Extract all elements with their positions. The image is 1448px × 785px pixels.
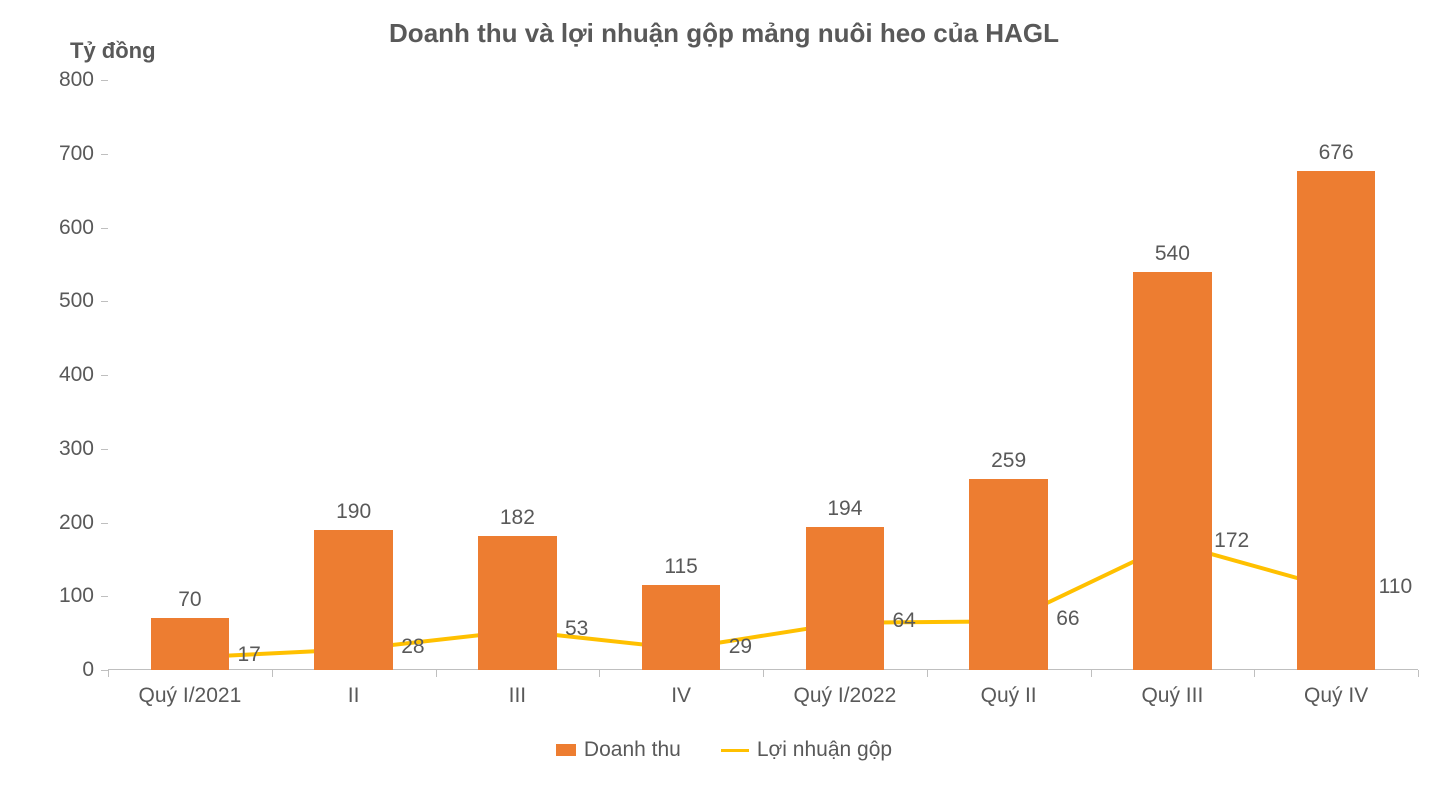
y-tick-label: 300 [59,437,94,461]
x-category-label: Quý II [981,684,1037,708]
bar [642,585,721,670]
x-category-label: Quý IV [1304,684,1368,708]
x-tick-mark [272,670,273,677]
bar-value-label: 182 [500,506,535,530]
y-tick-mark [101,449,108,450]
line-value-label: 66 [1056,607,1079,631]
x-category-label: IV [671,684,691,708]
bar [806,527,885,670]
y-tick-mark [101,670,108,671]
y-tick-mark [101,375,108,376]
line-value-label: 110 [1379,575,1412,599]
bar [151,618,230,670]
bar-value-label: 115 [664,555,697,579]
y-tick-label: 400 [59,363,94,387]
bar [314,530,393,670]
x-tick-mark [599,670,600,677]
y-tick-label: 500 [59,289,94,313]
y-axis-unit: Tỷ đồng [70,38,156,64]
line-value-label: 17 [237,643,260,667]
bar-value-label: 70 [178,588,201,612]
bar [969,479,1048,670]
plot-area [108,80,1418,670]
line-series [108,80,1418,670]
y-tick-label: 100 [59,584,94,608]
line-value-label: 172 [1214,529,1249,553]
x-tick-mark [1091,670,1092,677]
y-tick-label: 200 [59,511,94,535]
legend-swatch-line [721,749,749,752]
line-value-label: 29 [729,635,752,659]
x-tick-mark [1418,670,1419,677]
y-tick-mark [101,523,108,524]
bar-value-label: 676 [1319,141,1354,165]
x-category-label: Quý I/2022 [794,684,897,708]
line-value-label: 28 [401,635,424,659]
bar-value-label: 259 [991,449,1026,473]
bar [478,536,557,670]
bar-value-label: 190 [336,500,371,524]
bar [1297,171,1376,670]
y-tick-label: 0 [82,658,94,682]
x-tick-mark [927,670,928,677]
x-category-label: III [509,684,527,708]
bar [1133,272,1212,670]
line-value-label: 64 [892,609,915,633]
x-tick-mark [436,670,437,677]
y-tick-label: 800 [59,68,94,92]
x-tick-mark [1254,670,1255,677]
legend-label-line: Lợi nhuận gộp [757,738,892,762]
legend-item-bar: Doanh thu [556,738,681,762]
y-tick-mark [101,80,108,81]
line-value-label: 53 [565,617,588,641]
legend-label-bar: Doanh thu [584,738,681,762]
chart-title: Doanh thu và lợi nhuận gộp mảng nuôi heo… [0,18,1448,49]
legend-item-line: Lợi nhuận gộp [721,738,892,762]
y-tick-mark [101,596,108,597]
y-tick-mark [101,301,108,302]
y-tick-mark [101,228,108,229]
bar-value-label: 194 [827,497,862,521]
x-tick-mark [763,670,764,677]
y-tick-label: 700 [59,142,94,166]
chart-container: Doanh thu và lợi nhuận gộp mảng nuôi heo… [0,0,1448,785]
x-category-label: Quý I/2021 [139,684,242,708]
y-tick-label: 600 [59,216,94,240]
x-category-label: II [348,684,360,708]
y-tick-mark [101,154,108,155]
legend-swatch-bar [556,744,576,756]
legend: Doanh thu Lợi nhuận gộp [0,738,1448,762]
x-category-label: Quý III [1141,684,1203,708]
x-tick-mark [108,670,109,677]
bar-value-label: 540 [1155,242,1190,266]
